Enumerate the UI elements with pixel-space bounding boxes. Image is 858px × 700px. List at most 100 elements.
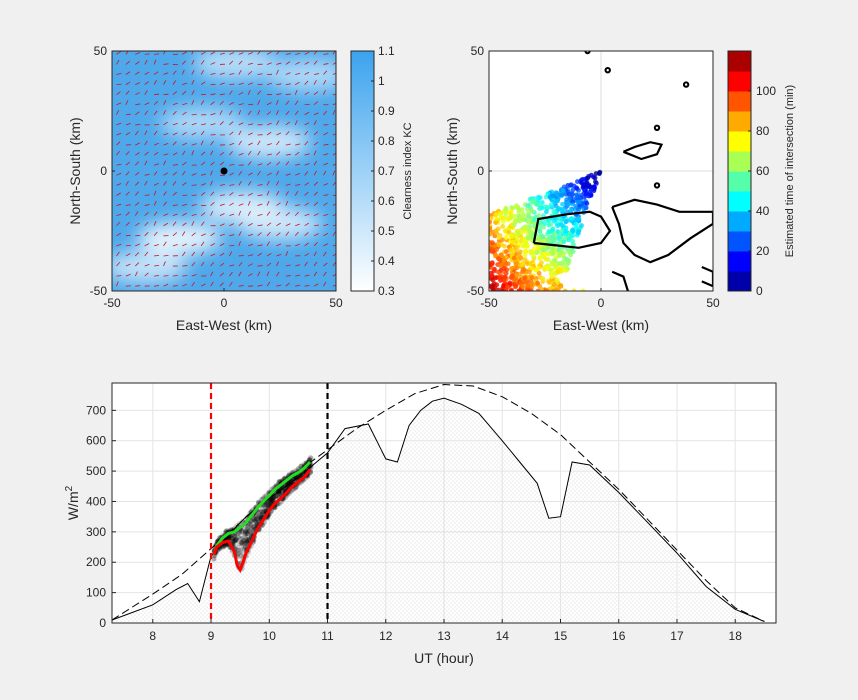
motion-vector bbox=[135, 82, 140, 85]
motion-vector bbox=[229, 60, 234, 65]
motion-vector bbox=[229, 142, 235, 146]
forecast-point bbox=[220, 544, 227, 550]
motion-vector bbox=[153, 171, 158, 176]
motion-vector bbox=[229, 223, 235, 227]
intersection-point bbox=[520, 217, 525, 222]
intersection-point bbox=[549, 244, 555, 250]
motion-vector bbox=[238, 153, 244, 156]
motion-vector bbox=[238, 285, 244, 287]
intersection-point bbox=[496, 256, 501, 261]
motion-vector bbox=[323, 202, 328, 206]
motion-vector bbox=[238, 231, 242, 237]
motion-vector bbox=[248, 233, 254, 237]
motion-vector bbox=[144, 140, 148, 146]
colorbar-tick-label: 0.7 bbox=[378, 164, 395, 178]
motion-vector bbox=[144, 194, 150, 196]
forecast-point bbox=[227, 534, 233, 541]
motion-vector bbox=[313, 131, 318, 136]
motion-vector bbox=[191, 51, 194, 55]
motion-vector bbox=[191, 173, 197, 176]
intersection-point bbox=[560, 223, 566, 229]
intersection-point bbox=[549, 260, 555, 266]
x-tick-label: 0 bbox=[221, 296, 228, 310]
intersection-point bbox=[501, 258, 507, 264]
intersection-point bbox=[527, 261, 533, 267]
motion-vector bbox=[200, 183, 206, 186]
motion-vector bbox=[304, 213, 310, 217]
motion-vector bbox=[153, 220, 157, 226]
intersection-point bbox=[540, 276, 546, 282]
motion-vector bbox=[125, 211, 130, 216]
intersection-point bbox=[518, 280, 524, 286]
motion-vector bbox=[210, 253, 216, 257]
x-tick-label: 14 bbox=[496, 629, 510, 643]
intersection-point bbox=[563, 228, 569, 234]
motion-vector bbox=[238, 180, 242, 186]
forecast-point bbox=[235, 530, 242, 537]
forecast-point bbox=[276, 490, 282, 496]
forecast-point bbox=[244, 528, 250, 535]
intersection-point bbox=[511, 277, 517, 283]
motion-vector bbox=[229, 192, 234, 196]
motion-vector bbox=[182, 274, 188, 277]
motion-vector bbox=[276, 83, 282, 85]
forecast-point bbox=[241, 544, 247, 550]
intersection-point bbox=[509, 247, 514, 253]
motion-vector bbox=[191, 213, 197, 217]
motion-vector bbox=[332, 110, 336, 116]
motion-vector bbox=[295, 223, 301, 227]
motion-vector bbox=[332, 123, 336, 126]
intersection-point bbox=[537, 224, 543, 229]
intersection-point bbox=[553, 264, 558, 270]
motion-vector bbox=[191, 232, 196, 237]
forecast-point bbox=[269, 497, 275, 503]
intersection-point bbox=[531, 246, 537, 252]
intersection-point bbox=[531, 217, 537, 223]
motion-vector bbox=[229, 110, 233, 116]
motion-vector bbox=[163, 51, 166, 55]
motion-vector bbox=[247, 70, 253, 75]
motion-vector bbox=[163, 142, 169, 146]
forecast-point bbox=[219, 544, 226, 550]
motion-vector bbox=[154, 285, 160, 287]
forecast-point bbox=[229, 536, 235, 542]
motion-vector bbox=[219, 262, 225, 267]
colorbar-tick-label: 0.6 bbox=[378, 194, 395, 208]
motion-vector bbox=[125, 191, 130, 196]
intersection-point bbox=[494, 282, 500, 288]
motion-vector bbox=[248, 254, 254, 257]
forecast-point bbox=[230, 538, 236, 544]
motion-vector bbox=[172, 232, 178, 237]
motion-vector bbox=[257, 214, 263, 217]
motion-vector bbox=[257, 163, 263, 166]
forecast-point bbox=[270, 497, 276, 503]
forecast-point bbox=[253, 519, 259, 525]
motion-vector bbox=[323, 223, 329, 227]
motion-vector bbox=[116, 59, 120, 65]
motion-vector bbox=[163, 181, 167, 186]
forecast-point bbox=[233, 536, 239, 542]
motion-vector bbox=[257, 150, 261, 156]
intersection-point bbox=[513, 203, 519, 209]
intersection-point bbox=[521, 267, 527, 272]
colorbar-tick-label: 1.1 bbox=[378, 44, 395, 58]
intersection-point bbox=[570, 228, 576, 234]
intersection-ylabel: North-South (km) bbox=[444, 117, 460, 224]
motion-vector bbox=[134, 271, 138, 277]
motion-vector bbox=[200, 81, 206, 85]
forecast-point bbox=[237, 547, 243, 553]
motion-vector bbox=[125, 51, 129, 55]
motion-vector bbox=[257, 271, 261, 277]
motion-vector bbox=[153, 163, 159, 166]
motion-vector bbox=[238, 130, 242, 136]
motion-vector bbox=[163, 222, 169, 227]
motion-vector bbox=[285, 143, 291, 146]
forecast-point bbox=[271, 496, 277, 503]
forecast-point bbox=[298, 463, 304, 469]
motion-vector bbox=[210, 232, 215, 237]
intersection-point bbox=[537, 195, 543, 201]
motion-vector bbox=[276, 253, 282, 257]
irradiance-fill bbox=[112, 398, 765, 623]
motion-vector bbox=[248, 142, 253, 146]
